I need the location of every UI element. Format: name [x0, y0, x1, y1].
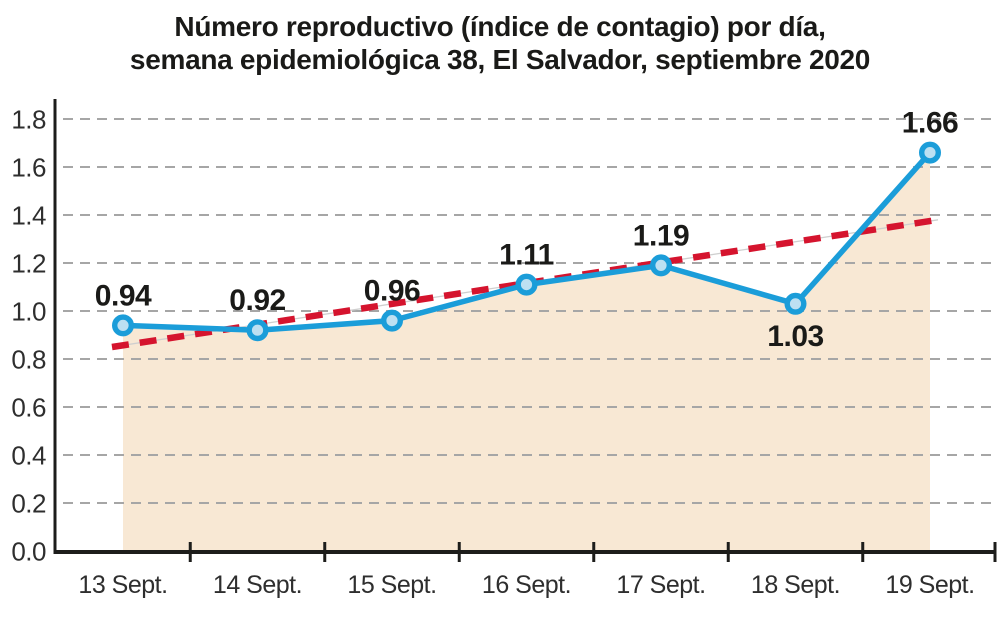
data-point-marker	[515, 273, 538, 296]
data-point-label: 1.19	[633, 219, 689, 252]
x-tick-label: 19 Sept.	[885, 571, 974, 599]
data-point-marker	[650, 254, 673, 277]
data-point-marker	[111, 314, 134, 337]
area-fill	[123, 152, 930, 551]
data-point-label: 0.94	[95, 279, 152, 312]
y-tick-label: 0.6	[11, 393, 46, 423]
data-point-marker	[246, 319, 269, 342]
chart-title: Número reproductivo (índice de contagio)…	[0, 10, 1000, 76]
y-tick-label: 1.8	[11, 105, 46, 135]
data-point-label: 1.11	[499, 239, 554, 272]
data-point-marker	[381, 309, 404, 332]
data-point-label: 0.92	[229, 284, 285, 317]
data-point-label: 0.96	[364, 275, 420, 308]
chart-title-line-1: Número reproductivo (índice de contagio)…	[174, 11, 826, 42]
x-tick-label: 14 Sept.	[213, 571, 302, 599]
y-tick-label: 1.0	[11, 297, 46, 327]
y-tick-label: 0.0	[11, 537, 46, 567]
x-tick-label: 15 Sept.	[347, 571, 436, 599]
data-point-marker	[919, 141, 942, 164]
x-tick-label: 16 Sept.	[482, 571, 571, 599]
x-tick-label: 17 Sept.	[616, 571, 705, 599]
chart-title-line-2: semana epidemiológica 38, El Salvador, s…	[129, 44, 871, 75]
y-tick-label: 0.4	[11, 441, 46, 471]
x-tick-label: 18 Sept.	[751, 571, 840, 599]
y-tick-label: 1.4	[11, 201, 46, 231]
x-tick-label: 13 Sept.	[78, 571, 167, 599]
y-tick-label: 0.8	[11, 345, 46, 375]
y-tick-label: 0.2	[11, 489, 46, 519]
data-point-label: 1.66	[902, 107, 958, 140]
data-point-marker	[784, 292, 807, 315]
y-tick-label: 1.2	[11, 249, 46, 279]
y-tick-label: 1.6	[11, 153, 46, 183]
data-point-label: 1.03	[767, 320, 823, 353]
